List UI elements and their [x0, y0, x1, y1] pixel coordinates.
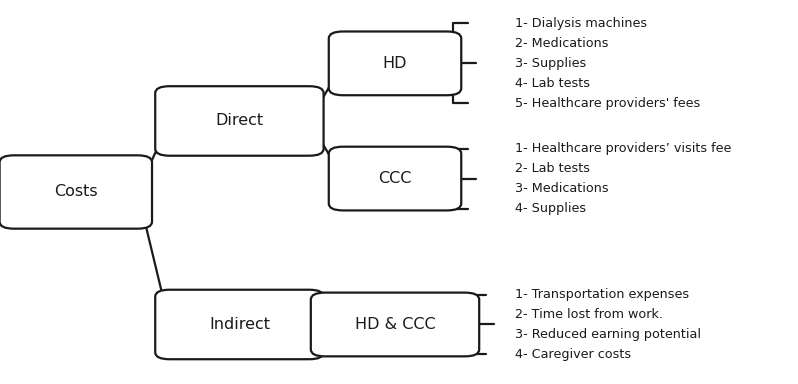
Text: 4- Lab tests: 4- Lab tests [515, 77, 590, 90]
Text: 2- Lab tests: 2- Lab tests [515, 162, 590, 175]
Text: 4- Caregiver costs: 4- Caregiver costs [515, 348, 631, 361]
Text: 1- Healthcare providers’ visits fee: 1- Healthcare providers’ visits fee [515, 142, 731, 155]
Text: CCC: CCC [378, 171, 412, 186]
Text: 3- Supplies: 3- Supplies [515, 57, 586, 70]
Text: 2- Medications: 2- Medications [515, 37, 608, 50]
Text: 3- Medications: 3- Medications [515, 182, 608, 195]
Text: HD & CCC: HD & CCC [354, 317, 436, 332]
Text: 1- Dialysis machines: 1- Dialysis machines [515, 17, 647, 30]
Text: 3- Reduced earning potential: 3- Reduced earning potential [515, 328, 701, 341]
Text: Costs: Costs [54, 184, 97, 200]
Text: Direct: Direct [215, 113, 263, 129]
Text: HD: HD [383, 56, 407, 71]
FancyBboxPatch shape [329, 147, 461, 210]
Text: 2- Time lost from work.: 2- Time lost from work. [515, 308, 662, 321]
Text: Indirect: Indirect [209, 317, 270, 332]
Text: 4- Supplies: 4- Supplies [515, 202, 586, 215]
Text: 5- Healthcare providers' fees: 5- Healthcare providers' fees [515, 97, 700, 110]
Text: 1- Transportation expenses: 1- Transportation expenses [515, 288, 689, 301]
FancyBboxPatch shape [155, 86, 324, 156]
FancyBboxPatch shape [329, 31, 461, 95]
FancyBboxPatch shape [0, 156, 152, 229]
FancyBboxPatch shape [310, 293, 479, 356]
FancyBboxPatch shape [155, 290, 324, 359]
